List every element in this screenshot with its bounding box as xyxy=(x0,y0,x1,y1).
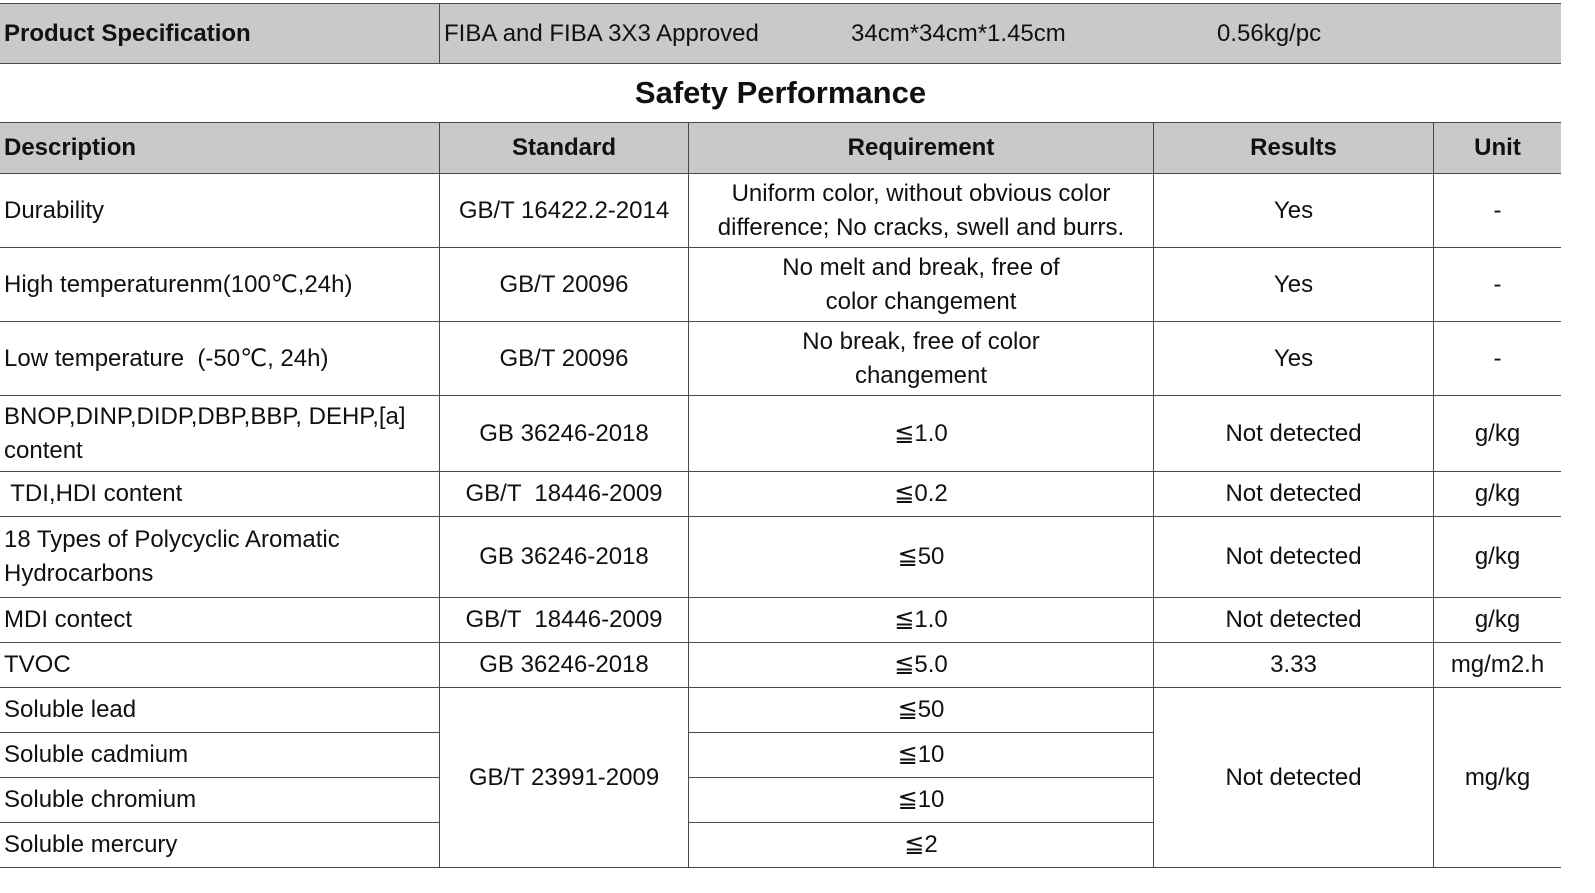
header-description: Description xyxy=(0,122,440,174)
soluble-group-results: Not detected xyxy=(1153,687,1434,868)
row-unit: mg/m2.h xyxy=(1433,642,1562,688)
row-description-text: 18 Types of Polycyclic Aromatic Hydrocar… xyxy=(4,526,340,587)
row-unit: - xyxy=(1433,321,1562,396)
table-row: TDI,HDI content GB/T 18446-2009 ≦0.2 Not… xyxy=(0,471,1562,517)
row-unit: g/kg xyxy=(1433,395,1562,472)
row-results: Yes xyxy=(1153,247,1434,322)
header-standard: Standard xyxy=(439,122,689,174)
soluble-group-unit: mg/kg xyxy=(1433,687,1562,868)
row-standard: GB/T 18446-2009 xyxy=(439,597,689,643)
top-logo-fragment xyxy=(30,0,208,5)
product-specification-label: Product Specification xyxy=(0,3,440,64)
section-title: Safety Performance xyxy=(0,63,1562,123)
row-description: TDI,HDI content xyxy=(0,471,440,517)
table-row: Soluble mercury ≦2 xyxy=(0,822,1562,868)
row-unit: - xyxy=(1433,247,1562,322)
row-standard: GB/T 20096 xyxy=(439,321,689,396)
row-standard: GB 36246-2018 xyxy=(439,642,689,688)
table-row: Soluble cadmium ≦10 xyxy=(0,732,1562,778)
row-description: High temperaturenm(100℃,24h) xyxy=(0,247,440,322)
row-requirement: ≦10 xyxy=(688,732,1154,778)
row-results: Yes xyxy=(1153,173,1434,248)
size-value: 34cm*34cm*1.45cm xyxy=(851,19,1066,47)
row-standard: GB 36246-2018 xyxy=(439,395,689,472)
row-requirement: ≦1.0 xyxy=(688,395,1154,472)
row-description: Low temperature (-50℃, 24h) xyxy=(0,321,440,396)
row-requirement: Uniform color, without obvious color dif… xyxy=(688,173,1154,248)
row-results: 3.33 xyxy=(1153,642,1434,688)
row-requirement: ≦50 xyxy=(688,516,1154,598)
row-standard: GB/T 18446-2009 xyxy=(439,471,689,517)
row-requirement: ≦1.0 xyxy=(688,597,1154,643)
row-results: Not detected xyxy=(1153,597,1434,643)
row-description: MDI contect xyxy=(0,597,440,643)
row-unit: - xyxy=(1433,173,1562,248)
row-description: Durability xyxy=(0,173,440,248)
row-results: Not detected xyxy=(1153,471,1434,517)
row-description: Soluble lead xyxy=(0,687,440,733)
row-unit: g/kg xyxy=(1433,516,1562,598)
table-row: High temperaturenm(100℃,24h) GB/T 20096 … xyxy=(0,247,1562,322)
sheet-margin xyxy=(1561,0,1595,893)
row-results: Not detected xyxy=(1153,516,1434,598)
row-requirement: ≦5.0 xyxy=(688,642,1154,688)
soluble-group-standard: GB/T 23991-2009 xyxy=(439,687,689,868)
row-description: 18 Types of Polycyclic Aromatic Hydrocar… xyxy=(0,516,440,598)
row-standard: GB/T 16422.2-2014 xyxy=(439,173,689,248)
table-row: MDI contect GB/T 18446-2009 ≦1.0 Not det… xyxy=(0,597,1562,643)
row-requirement: ≦50 xyxy=(688,687,1154,733)
section-title-row: Safety Performance xyxy=(0,63,1562,123)
weight-value: 0.56kg/pc xyxy=(1217,19,1322,47)
row-description: Soluble chromium xyxy=(0,777,440,823)
table-row: TVOC GB 36246-2018 ≦5.0 3.33 mg/m2.h xyxy=(0,642,1562,688)
row-results: Not detected xyxy=(1153,395,1434,472)
row-results: Yes xyxy=(1153,321,1434,396)
row-description: Soluble mercury xyxy=(0,822,440,868)
header-unit: Unit xyxy=(1433,122,1562,174)
table-row: Low temperature (-50℃, 24h) GB/T 20096 N… xyxy=(0,321,1562,396)
header-requirement: Requirement xyxy=(688,122,1154,174)
product-specification-row: Product Specification FIBA and FIBA 3X3 … xyxy=(0,3,1562,64)
product-specification-values: FIBA and FIBA 3X3 Approved 34cm*34cm*1.4… xyxy=(439,3,1562,64)
header-results: Results xyxy=(1153,122,1434,174)
column-header-row: Description Standard Requirement Results… xyxy=(0,122,1562,174)
row-requirement-text: No break, free of color changement xyxy=(802,327,1040,389)
row-requirement-text: No melt and break, free of color changem… xyxy=(782,253,1060,315)
row-description: Soluble cadmium xyxy=(0,732,440,778)
row-requirement: ≦0.2 xyxy=(688,471,1154,517)
row-requirement: No melt and break, free of color changem… xyxy=(688,247,1154,322)
table-row: 18 Types of Polycyclic Aromatic Hydrocar… xyxy=(0,516,1562,598)
table-row: Soluble lead GB/T 23991-2009 ≦50 Not det… xyxy=(0,687,1562,868)
row-standard: GB 36246-2018 xyxy=(439,516,689,598)
row-requirement: ≦2 xyxy=(688,822,1154,868)
specification-table: Product Specification FIBA and FIBA 3X3 … xyxy=(0,3,1562,868)
row-requirement: ≦10 xyxy=(688,777,1154,823)
table-row: Durability GB/T 16422.2-2014 Uniform col… xyxy=(0,173,1562,248)
row-standard: GB/T 20096 xyxy=(439,247,689,322)
row-description: BNOP,DINP,DIDP,DBP,BBP, DEHP,[a] content xyxy=(0,395,440,472)
row-unit: g/kg xyxy=(1433,597,1562,643)
table-row: BNOP,DINP,DIDP,DBP,BBP, DEHP,[a] content… xyxy=(0,395,1562,472)
approval-value: FIBA and FIBA 3X3 Approved xyxy=(444,19,759,47)
row-requirement: No break, free of color changement xyxy=(688,321,1154,396)
row-description: TVOC xyxy=(0,642,440,688)
table-row: Soluble chromium ≦10 xyxy=(0,777,1562,823)
row-unit: g/kg xyxy=(1433,471,1562,517)
